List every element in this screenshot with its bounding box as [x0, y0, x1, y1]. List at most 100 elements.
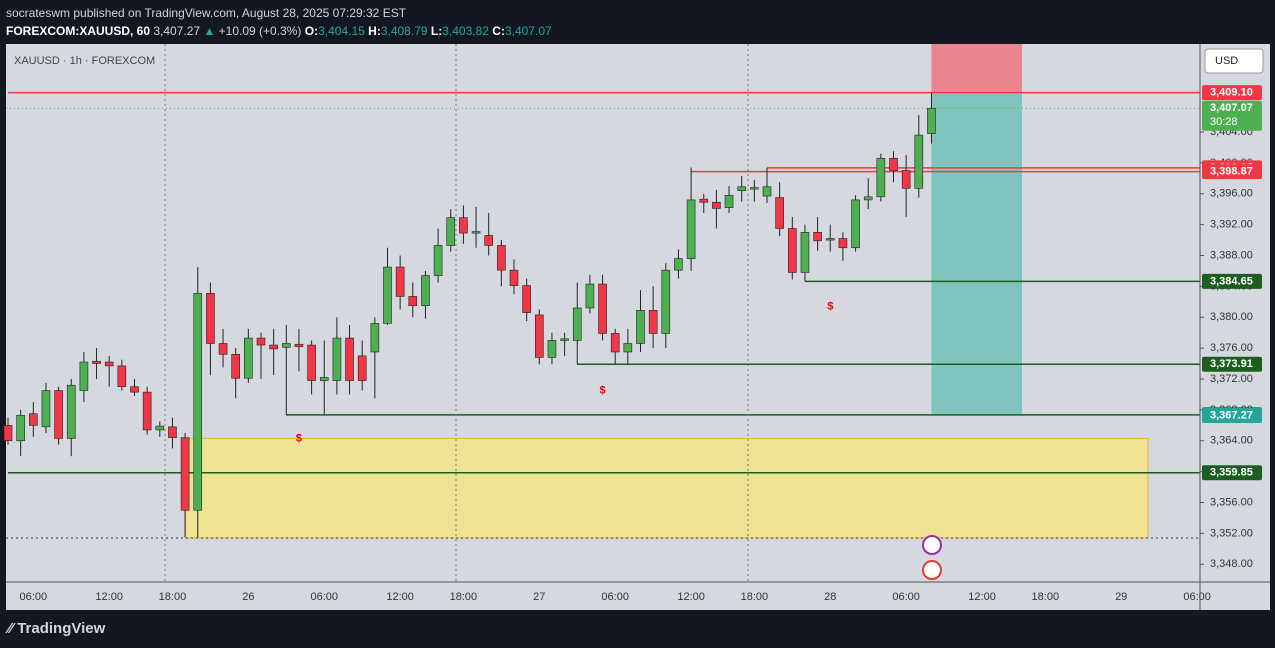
candle-body — [547, 340, 557, 358]
currency[interactable]: USD — [1215, 55, 1238, 67]
h-label: H: — [368, 24, 381, 38]
h: 3,408.79 — [380, 24, 428, 38]
candle-body — [193, 293, 203, 511]
candle-body — [901, 170, 911, 189]
x-tick-label: 12:00 — [95, 591, 123, 603]
c-label: C: — [492, 24, 505, 38]
candle-body — [104, 361, 114, 367]
y-tick-label: 3,392.00 — [1210, 219, 1253, 231]
x-tick-label: 06:00 — [20, 591, 48, 603]
candle-body — [319, 377, 329, 381]
candle-body — [509, 269, 519, 286]
o-label: O: — [304, 24, 319, 38]
candle-body — [813, 232, 822, 242]
l-label: L: — [430, 24, 443, 38]
y-tick-label: 3,352.00 — [1210, 527, 1253, 539]
candle-body — [79, 361, 89, 391]
zone — [184, 437, 1149, 539]
x-tick-label: 12:00 — [386, 591, 414, 603]
candle-body — [117, 365, 127, 388]
candle-body — [155, 425, 165, 431]
candle-body — [370, 323, 380, 353]
candle-body — [762, 186, 772, 197]
y-tick-label: 3,348.00 — [1210, 558, 1253, 570]
candle-body — [724, 194, 734, 208]
x-tick-label: 12:00 — [968, 591, 996, 603]
price-tag-label: 3,398.87 — [1210, 165, 1253, 177]
candle-body — [889, 157, 898, 171]
y-tick-label: 3,396.00 — [1210, 188, 1253, 200]
candle-body — [446, 217, 456, 246]
candle-body — [206, 293, 215, 344]
candle-body — [345, 337, 354, 381]
candle-body — [332, 337, 342, 381]
candle-body — [244, 337, 253, 379]
x-tick-label: 18:00 — [159, 591, 187, 603]
x-tick-label: 06:00 — [892, 591, 920, 603]
candle-body — [534, 314, 544, 358]
stop-box — [931, 44, 1022, 93]
candle-body — [750, 187, 759, 190]
candle-body — [256, 337, 266, 346]
event-icon[interactable] — [922, 560, 942, 580]
candle-body — [851, 199, 860, 249]
candle-body — [459, 217, 468, 234]
candle-body — [3, 425, 13, 442]
x-tick-label: 28 — [824, 591, 836, 603]
candle-body — [383, 266, 392, 324]
candle-body — [787, 228, 797, 273]
x-tick-label: 06:00 — [601, 591, 629, 603]
x-tick-label: 29 — [1115, 591, 1127, 603]
candle-body — [825, 238, 835, 241]
price-tag — [1202, 408, 1262, 424]
candle-body — [927, 107, 936, 134]
candle-body — [307, 344, 316, 381]
candle-body — [699, 198, 709, 203]
candle-body — [686, 199, 696, 259]
y-tick-label: 3,376.00 — [1210, 342, 1253, 354]
candle-body — [712, 201, 721, 209]
candle-body — [395, 266, 405, 297]
candle-body — [28, 413, 38, 426]
candle-body — [92, 360, 101, 364]
candle-body — [838, 238, 848, 249]
countdown: 30:28 — [1210, 116, 1238, 128]
candle-body — [269, 344, 278, 350]
candle-body — [560, 338, 569, 341]
candle-body — [168, 426, 177, 438]
legend: XAUUSD · 1h · FOREXCOM — [14, 55, 155, 67]
currency-button[interactable] — [1204, 48, 1264, 74]
marker: $ — [296, 432, 302, 444]
candle-body — [610, 333, 620, 353]
last: 3,407.27 — [153, 24, 201, 38]
price-tag — [1202, 356, 1262, 372]
y-tick-label: 3,356.00 — [1210, 496, 1253, 508]
c: 3,407.07 — [504, 24, 552, 38]
price-tag-label: 3,373.91 — [1210, 358, 1253, 370]
candle-body — [863, 196, 873, 201]
candle-body — [800, 232, 810, 273]
candle-body — [598, 283, 607, 334]
x-tick-label: 06:00 — [310, 591, 338, 603]
candle-body — [497, 245, 506, 271]
publisher: socrateswm published on TradingView.com,… — [6, 6, 407, 20]
x-tick-label: 12:00 — [677, 591, 705, 603]
x-tick-label: 18:00 — [741, 591, 769, 603]
price-tag-label: 3,384.65 — [1210, 275, 1253, 287]
x-tick-label: 26 — [242, 591, 254, 603]
candle-body — [471, 231, 481, 234]
event-icon[interactable] — [922, 535, 942, 555]
o: 3,404.15 — [318, 24, 365, 38]
candle-body — [636, 309, 645, 344]
x-tick-label: 18:00 — [1032, 591, 1060, 603]
candle-body — [433, 245, 443, 276]
candle-body — [231, 353, 240, 379]
y-tick-label: 3,364.00 — [1210, 435, 1253, 447]
marker: $ — [827, 300, 833, 312]
quote-line: FOREXCOM:XAUUSD, 60 3,407.27 ▲ +10.09 (+… — [6, 22, 552, 40]
candle-body — [408, 296, 418, 306]
brand: TradingView — [17, 620, 106, 637]
candle-body — [674, 258, 683, 271]
target-box — [931, 92, 1022, 415]
